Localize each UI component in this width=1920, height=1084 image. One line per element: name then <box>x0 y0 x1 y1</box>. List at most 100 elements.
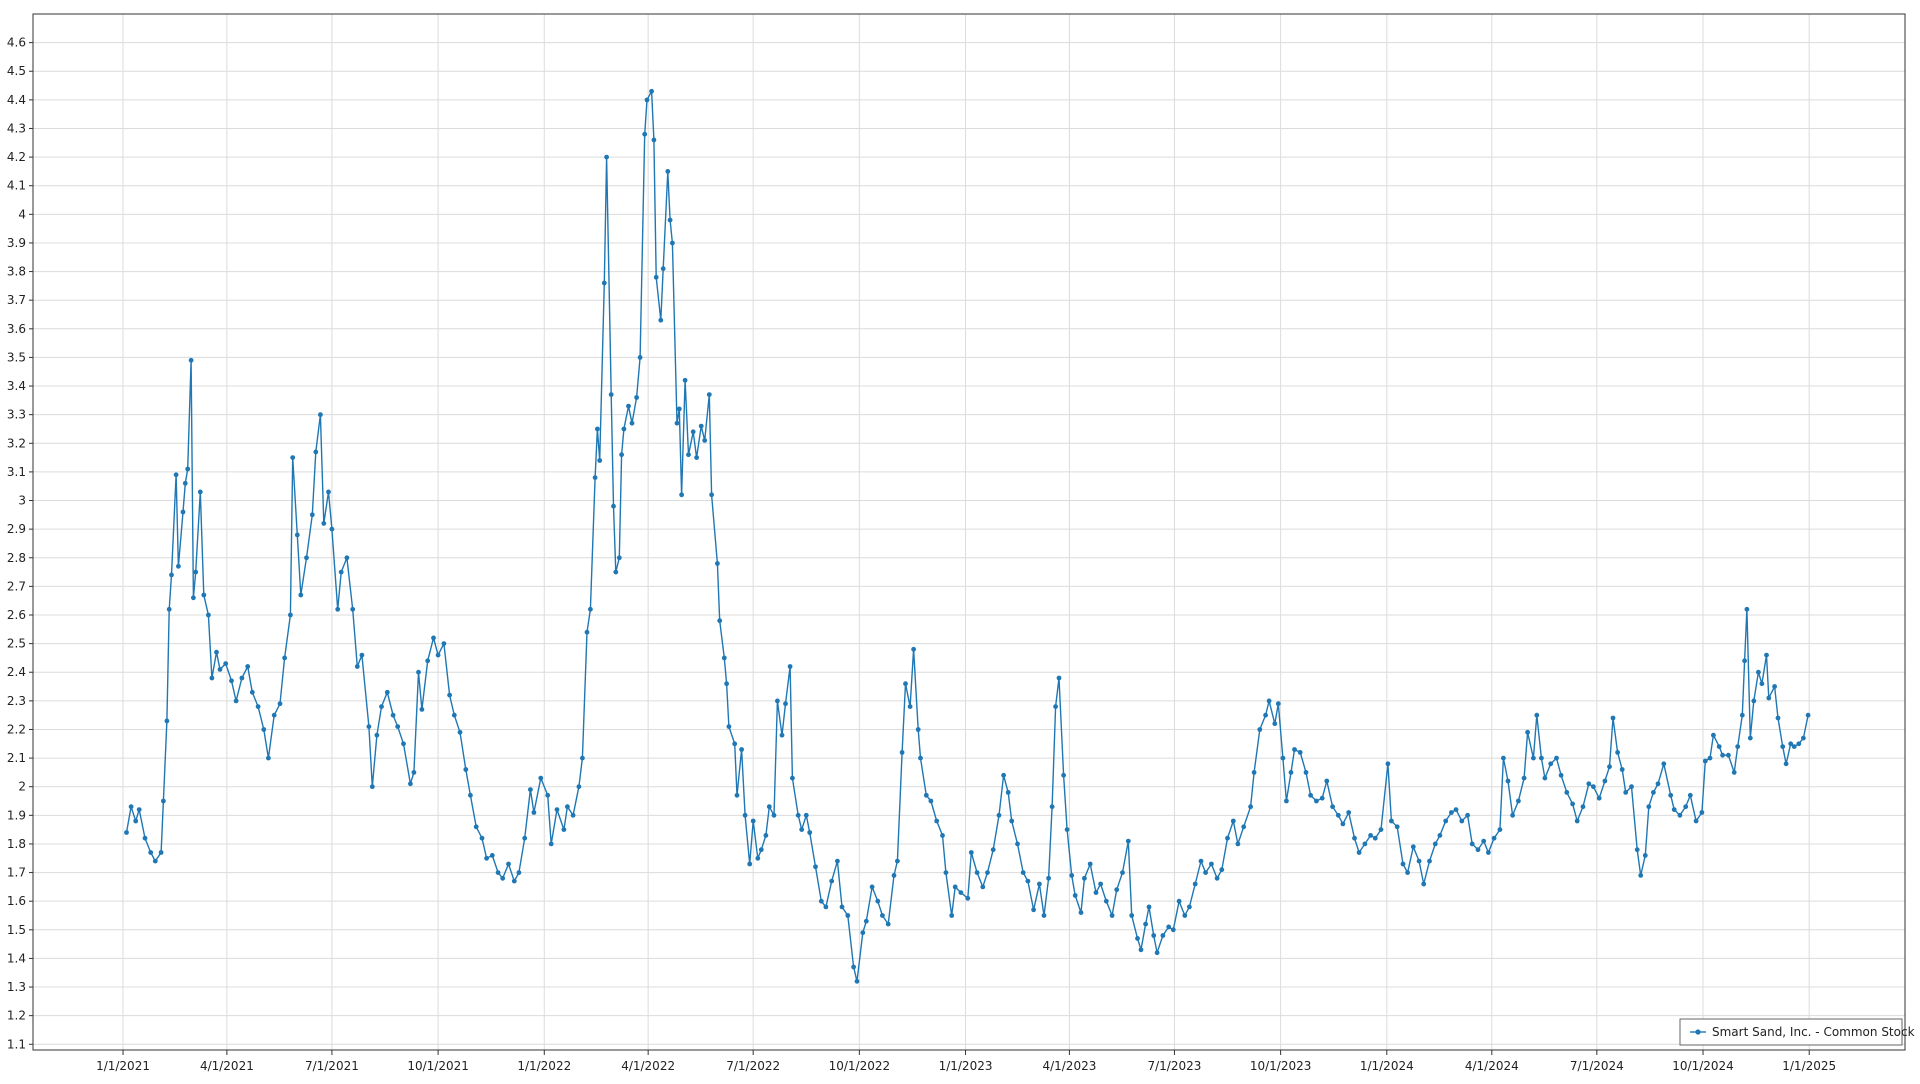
data-point <box>565 804 570 810</box>
data-point <box>702 438 708 443</box>
data-point <box>158 850 164 855</box>
data-point <box>193 569 199 575</box>
data-point <box>1751 698 1757 704</box>
data-point <box>1449 810 1454 815</box>
data-point <box>783 701 788 707</box>
data-point <box>522 835 528 841</box>
data-point <box>1443 818 1449 824</box>
data-point <box>629 420 635 426</box>
data-point <box>136 807 142 812</box>
data-point <box>644 97 650 103</box>
data-point <box>528 787 533 792</box>
data-point <box>1314 798 1319 804</box>
data-point <box>891 873 897 878</box>
data-point <box>880 913 885 918</box>
data-point <box>1138 947 1144 953</box>
data-point <box>408 781 413 787</box>
y-tick-label: 1.1 <box>7 1037 26 1051</box>
y-tick-label: 1.2 <box>7 1009 26 1023</box>
data-point <box>1093 890 1099 895</box>
data-point <box>1378 827 1384 832</box>
data-point <box>755 855 761 861</box>
data-point <box>903 681 908 687</box>
data-point <box>128 804 134 810</box>
data-point <box>985 870 990 875</box>
data-point <box>670 240 675 246</box>
data-point <box>1615 750 1620 755</box>
data-point <box>1203 870 1208 875</box>
data-point <box>1716 744 1722 749</box>
data-point <box>732 741 738 747</box>
data-point <box>634 395 639 400</box>
data-point <box>338 569 344 575</box>
data-point <box>124 830 129 835</box>
data-point <box>1534 712 1540 718</box>
x-tick-label: 7/1/2022 <box>726 1059 780 1073</box>
data-point <box>1731 770 1737 775</box>
y-tick-label: 1.5 <box>7 923 26 937</box>
data-point <box>835 858 840 864</box>
data-point <box>611 503 616 509</box>
data-point <box>1687 792 1693 798</box>
data-point <box>1638 873 1644 878</box>
data-point <box>682 377 688 383</box>
data-point <box>506 861 511 867</box>
data-point <box>915 727 921 732</box>
y-tick-label: 4.1 <box>7 179 26 193</box>
data-point <box>1744 606 1750 612</box>
legend-box <box>1679 1018 1903 1046</box>
data-point <box>271 712 277 718</box>
x-tick-label: 4/1/2024 <box>1465 1059 1519 1073</box>
data-point <box>829 878 835 884</box>
data-point <box>1432 841 1438 847</box>
data-point <box>304 555 309 561</box>
data-point <box>1263 712 1268 718</box>
data-point <box>1001 772 1006 778</box>
data-point <box>918 755 923 761</box>
data-point <box>441 641 447 646</box>
data-point <box>1198 858 1204 864</box>
data-point <box>869 884 875 890</box>
data-point <box>679 492 684 498</box>
data-point <box>206 612 211 618</box>
data-point <box>366 724 372 729</box>
data-point <box>604 154 609 160</box>
data-point <box>651 137 657 143</box>
data-point <box>619 452 624 458</box>
data-point <box>899 750 905 755</box>
x-tick-label: 1/1/2021 <box>96 1059 150 1073</box>
data-point <box>1109 913 1115 918</box>
data-point <box>176 563 181 569</box>
x-tick-label: 10/1/2024 <box>1672 1059 1734 1073</box>
data-point <box>1324 778 1330 784</box>
data-point <box>1266 698 1272 704</box>
y-tick-label: 1.3 <box>7 980 26 994</box>
data-point <box>676 406 682 412</box>
data-point <box>1308 792 1313 798</box>
data-point <box>595 426 600 432</box>
data-point <box>1025 878 1031 884</box>
data-point <box>787 664 793 669</box>
data-point <box>592 475 598 480</box>
data-point <box>419 707 425 712</box>
data-point <box>1521 775 1527 781</box>
y-tick-label: 2.7 <box>7 579 26 593</box>
y-tick-label: 4.4 <box>7 93 26 107</box>
data-point <box>1020 870 1026 875</box>
data-point <box>734 792 740 798</box>
data-point <box>1031 907 1036 913</box>
y-tick-label: 1.4 <box>7 951 26 965</box>
data-point <box>570 812 576 818</box>
data-point <box>1554 755 1559 761</box>
data-point <box>294 532 300 538</box>
data-point <box>531 810 537 815</box>
legend-label: Smart Sand, Inc. - Common Stock <box>1712 1025 1915 1039</box>
data-point <box>166 606 172 612</box>
data-point <box>169 572 174 578</box>
data-point <box>379 704 384 709</box>
data-point <box>1510 812 1515 818</box>
data-point <box>161 798 166 804</box>
x-tick-label: 1/1/2024 <box>1360 1059 1414 1073</box>
y-tick-label: 2.5 <box>7 637 26 651</box>
